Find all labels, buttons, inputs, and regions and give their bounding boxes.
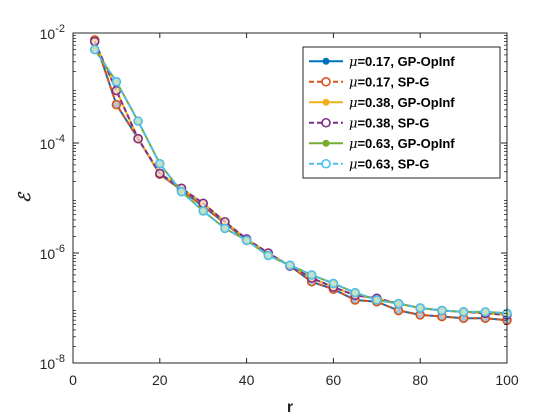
- legend: μ=0.17, GP-OpInf μ=0.17, SP-G μ=0.38, GP-O…: [302, 46, 501, 179]
- data-point: [111, 99, 122, 110]
- legend-marker: [322, 57, 330, 65]
- data-point: [350, 287, 360, 298]
- data-point: [155, 168, 165, 179]
- data-point: [415, 303, 426, 313]
- legend-item: μ=0.38, GP-OpInf: [309, 95, 455, 111]
- data-point: [458, 307, 469, 317]
- series-5: [89, 44, 512, 319]
- data-point: [371, 295, 382, 305]
- data-point: [328, 278, 339, 289]
- x-tick-label: 60: [326, 372, 342, 388]
- data-point: [393, 298, 404, 309]
- x-tick-label: 40: [239, 372, 255, 388]
- x-tick-label: 80: [412, 372, 428, 388]
- legend-box: [302, 46, 501, 179]
- y-axis-label: ℰ: [17, 191, 34, 203]
- series-line: [93, 49, 508, 315]
- legend-label: μ=0.63, GP-OpInf: [349, 136, 455, 152]
- legend-label: μ=0.38, GP-OpInf: [349, 95, 455, 111]
- y-tick-label: 10-4: [40, 133, 65, 152]
- data-point: [89, 36, 100, 47]
- y-tick-label: 10-6: [40, 243, 65, 262]
- ticks-layer: 0 20 40 60 80 100 10-8 10-6 10-4 10-2: [40, 23, 519, 388]
- legend-item: μ=0.17, GP-OpInf: [309, 54, 455, 70]
- legend-label: μ=0.17, GP-OpInf: [349, 54, 455, 70]
- legend-item: μ=0.63, GP-OpInf: [309, 136, 455, 152]
- legend-marker: [321, 158, 331, 169]
- x-axis-label: r: [287, 399, 293, 416]
- data-point: [285, 260, 295, 271]
- data-point: [241, 235, 252, 246]
- x-tick-label: 0: [69, 372, 77, 388]
- data-point: [306, 270, 317, 280]
- x-tick-label: 20: [152, 372, 168, 388]
- data-point: [176, 186, 187, 197]
- x-tick-label: 100: [495, 372, 519, 388]
- data-point: [133, 116, 143, 126]
- plot-frame: [72, 32, 508, 364]
- data-point: [133, 133, 143, 144]
- data-point: [263, 250, 274, 261]
- legend-label: μ=0.38, SP-G: [349, 115, 429, 131]
- data-point: [155, 158, 165, 169]
- legend-marker: [322, 98, 330, 106]
- data-point: [111, 76, 122, 87]
- data-point: [437, 305, 447, 316]
- legend-item: μ=0.38, SP-G: [309, 115, 429, 131]
- data-point: [480, 307, 491, 317]
- plot-layer: [89, 35, 512, 326]
- legend-item: μ=0.17, SP-G: [309, 74, 429, 90]
- y-tick-label: 10-8: [40, 353, 65, 372]
- data-point: [198, 206, 208, 216]
- legend-marker: [322, 139, 330, 147]
- y-tick-label: 10-2: [40, 23, 65, 42]
- data-point: [89, 44, 100, 55]
- legend-label: μ=0.63, SP-G: [349, 156, 429, 172]
- data-point: [198, 198, 208, 209]
- legend-item: μ=0.63, SP-G: [309, 156, 429, 172]
- legend-marker: [321, 76, 331, 87]
- legend-label: μ=0.17, SP-G: [349, 74, 429, 90]
- data-point: [220, 223, 230, 234]
- legend-marker: [321, 117, 331, 128]
